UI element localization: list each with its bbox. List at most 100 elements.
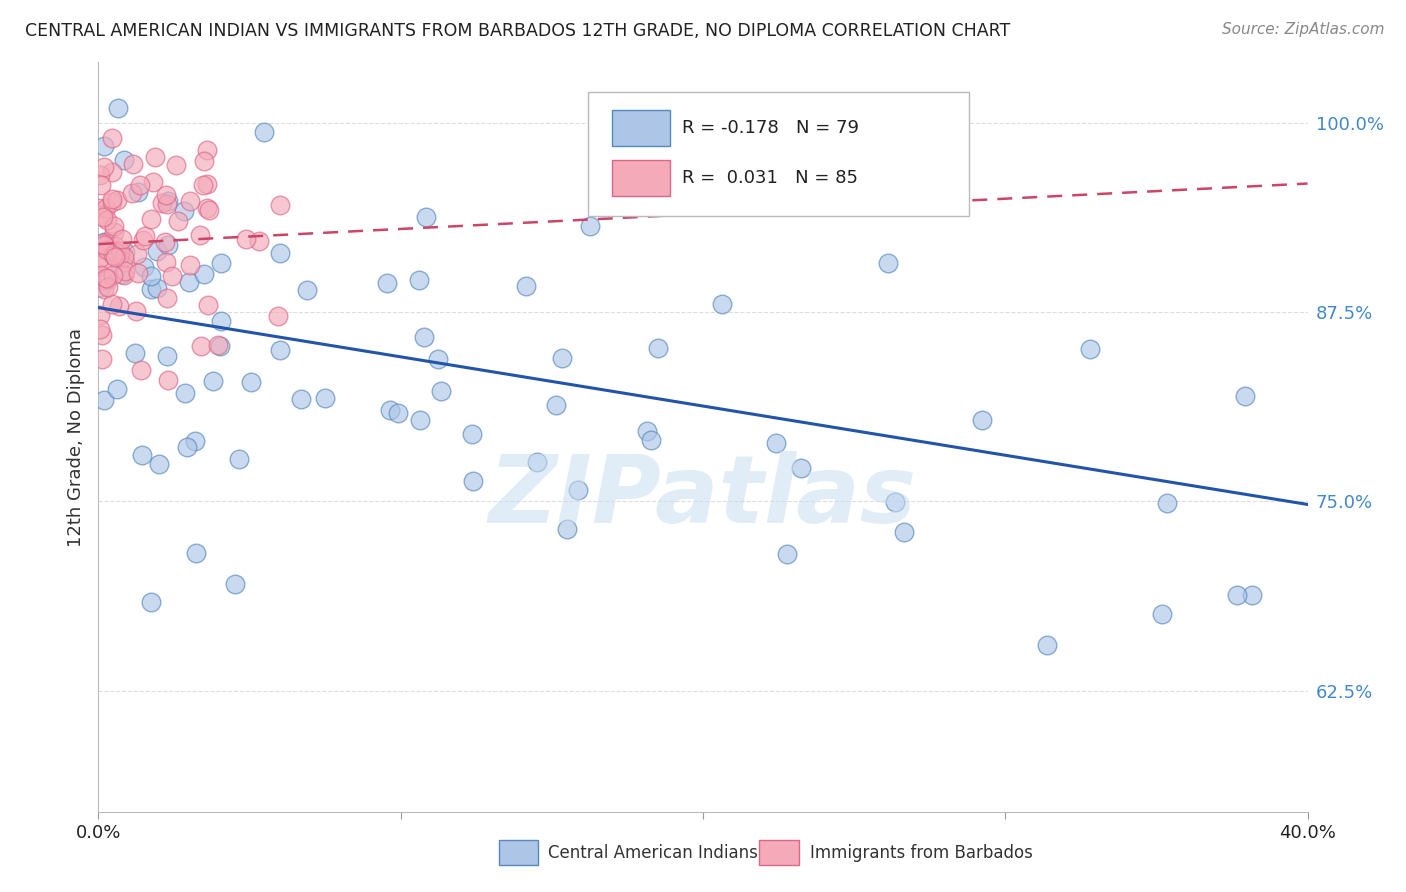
Point — [145, 150, 167, 164]
Point — [156, 238, 179, 252]
Point — [93, 235, 115, 249]
Point — [105, 382, 128, 396]
Point — [201, 374, 224, 388]
Point — [412, 330, 434, 344]
Point — [108, 244, 131, 258]
Point — [104, 246, 127, 260]
FancyBboxPatch shape — [613, 160, 671, 196]
Point — [235, 231, 257, 245]
Point — [114, 255, 136, 269]
Point — [97, 272, 120, 286]
Point — [89, 201, 111, 215]
Point — [101, 192, 124, 206]
Point — [156, 197, 179, 211]
Text: Source: ZipAtlas.com: Source: ZipAtlas.com — [1222, 22, 1385, 37]
Point — [427, 352, 450, 367]
Point — [90, 268, 112, 283]
Point — [111, 267, 134, 281]
Point — [89, 251, 111, 265]
Point — [108, 249, 131, 263]
Point — [415, 210, 437, 224]
Point — [112, 250, 135, 264]
Point — [103, 247, 125, 261]
Point — [1078, 342, 1101, 356]
Point — [97, 280, 120, 294]
Point — [104, 239, 127, 253]
FancyBboxPatch shape — [613, 111, 671, 146]
Point — [776, 547, 799, 561]
Text: CENTRAL AMERICAN INDIAN VS IMMIGRANTS FROM BARBADOS 12TH GRADE, NO DIPLOMA CORRE: CENTRAL AMERICAN INDIAN VS IMMIGRANTS FR… — [25, 22, 1011, 40]
Point — [378, 403, 401, 417]
Point — [567, 483, 589, 497]
Point — [160, 268, 183, 283]
Point — [209, 314, 232, 328]
Point — [111, 232, 134, 246]
Point — [91, 211, 114, 225]
Point — [89, 168, 111, 182]
Point — [97, 234, 120, 248]
FancyBboxPatch shape — [588, 93, 969, 216]
Point — [711, 297, 734, 311]
Point — [883, 495, 905, 509]
Point — [647, 341, 669, 355]
Point — [101, 165, 124, 179]
Point — [173, 385, 195, 400]
Point — [1226, 588, 1249, 602]
Point — [765, 435, 787, 450]
Point — [103, 226, 125, 240]
Point — [893, 524, 915, 539]
Point — [295, 283, 318, 297]
Point — [526, 454, 548, 468]
Point — [173, 204, 195, 219]
Point — [112, 268, 135, 282]
Point — [430, 384, 453, 399]
Point — [555, 522, 578, 536]
Point — [790, 461, 813, 475]
Point — [132, 260, 155, 274]
Point — [155, 235, 177, 249]
Point — [127, 247, 149, 261]
Text: R = -0.178   N = 79: R = -0.178 N = 79 — [682, 120, 859, 137]
Point — [408, 273, 430, 287]
Point — [101, 131, 124, 145]
Point — [90, 279, 112, 293]
Point — [176, 440, 198, 454]
Point — [269, 245, 291, 260]
Point — [104, 250, 127, 264]
Point — [156, 194, 179, 208]
Text: ZIPatlas: ZIPatlas — [489, 451, 917, 543]
Point — [96, 271, 118, 285]
Point — [107, 101, 129, 115]
Point — [94, 255, 117, 269]
Point — [103, 244, 125, 258]
Point — [193, 154, 215, 169]
Point — [409, 413, 432, 427]
Point — [1240, 588, 1263, 602]
Point — [125, 304, 148, 318]
Point — [640, 433, 662, 447]
Point — [131, 448, 153, 462]
Point — [375, 276, 398, 290]
Point — [156, 349, 179, 363]
Point — [387, 406, 409, 420]
Point — [146, 244, 169, 258]
Point — [515, 278, 537, 293]
Point — [90, 351, 112, 366]
Point — [211, 256, 233, 270]
Point — [129, 363, 152, 377]
Point — [89, 308, 111, 322]
Point — [148, 458, 170, 472]
Point — [121, 186, 143, 201]
Point — [184, 434, 207, 448]
Point — [461, 475, 484, 489]
Point — [91, 235, 114, 250]
Point — [166, 214, 188, 228]
Point — [193, 178, 215, 193]
Point — [127, 266, 149, 280]
Point — [1234, 389, 1257, 403]
Point — [188, 228, 211, 243]
Y-axis label: 12th Grade, No Diploma: 12th Grade, No Diploma — [66, 327, 84, 547]
Point — [101, 195, 124, 210]
Point — [551, 351, 574, 365]
Point — [179, 258, 201, 272]
